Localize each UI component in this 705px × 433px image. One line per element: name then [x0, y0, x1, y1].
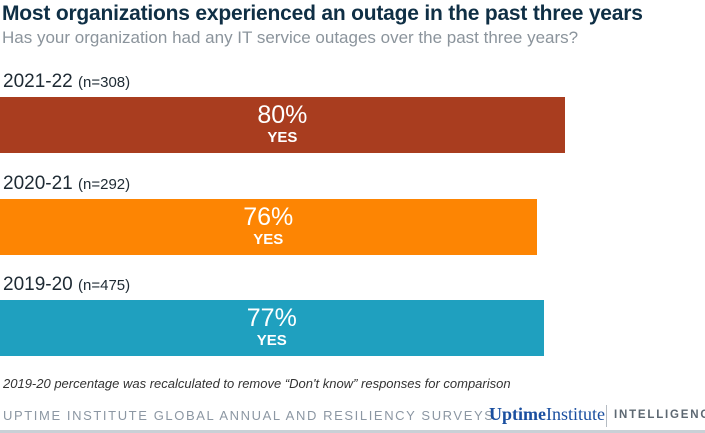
bar-2020-21: 76% YES: [0, 199, 537, 255]
category-year: 2020-21: [3, 173, 73, 194]
category-label: 2021-22 (n=308): [3, 71, 130, 93]
footer-rule: [0, 430, 705, 433]
value-label: 76%: [243, 203, 294, 231]
chart-note: 2019-20 percentage was recalculated to r…: [3, 376, 511, 391]
sample-size: (n=292): [78, 176, 131, 193]
logo-uptime: Uptime: [489, 404, 546, 424]
sample-size: (n=475): [78, 277, 131, 294]
value-label: 77%: [246, 304, 297, 332]
logo-divider: [606, 405, 607, 427]
chart-title: Most organizations experienced an outage…: [2, 2, 643, 25]
uptime-institute-logo: UptimeInstitute: [489, 404, 605, 425]
yes-label: YES: [256, 332, 287, 349]
category-year: 2021-22: [3, 71, 73, 92]
chart-subtitle: Has your organization had any IT service…: [2, 28, 579, 47]
logo-institute: Institute: [546, 404, 605, 424]
bar-2021-22: 80% YES: [0, 97, 565, 153]
source-label: UPTIME INSTITUTE GLOBAL ANNUAL AND RESIL…: [3, 408, 495, 423]
intelligence-label: INTELLIGENCE: [614, 409, 705, 421]
bar-2019-20: 77% YES: [0, 300, 544, 356]
category-label: 2019-20 (n=475): [3, 274, 130, 296]
yes-label: YES: [267, 129, 298, 146]
sample-size: (n=308): [78, 74, 131, 91]
category-year: 2019-20: [3, 274, 73, 295]
yes-label: YES: [253, 231, 284, 248]
category-label: 2020-21 (n=292): [3, 173, 130, 195]
value-label: 80%: [257, 101, 308, 129]
